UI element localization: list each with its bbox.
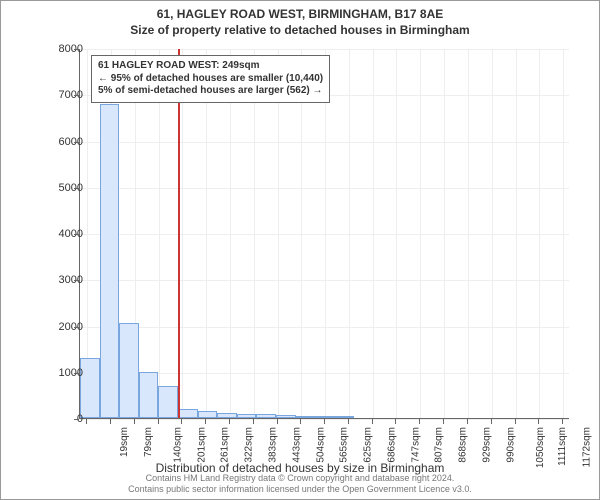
- histogram-bar: [315, 416, 335, 418]
- x-tick-label: 19sqm: [119, 427, 130, 457]
- histogram-bar: [256, 414, 276, 418]
- annotation-line2: ← 95% of detached houses are smaller (10…: [98, 73, 323, 86]
- histogram-bar: [237, 414, 257, 418]
- x-tick-label: 504sqm: [315, 427, 326, 463]
- histogram-bar: [119, 323, 139, 418]
- x-tick-label: 686sqm: [386, 427, 397, 463]
- x-tick-label: 625sqm: [363, 427, 374, 463]
- annotation-box: 61 HAGLEY ROAD WEST: 249sqm ← 95% of det…: [91, 55, 330, 103]
- footer-attribution: Contains HM Land Registry data © Crown c…: [11, 473, 589, 495]
- footer-line2: Contains public sector information licen…: [128, 484, 472, 494]
- x-tick-label: 443sqm: [291, 427, 302, 463]
- annotation-line3: 5% of semi-detached houses are larger (5…: [98, 85, 323, 98]
- x-tick-label: 565sqm: [339, 427, 350, 463]
- histogram-bar: [276, 415, 296, 418]
- x-tick-label: 383sqm: [268, 427, 279, 463]
- x-tick-label: 201sqm: [196, 427, 207, 463]
- x-tick-label: 322sqm: [244, 427, 255, 463]
- histogram-bar: [296, 416, 316, 418]
- histogram-bar: [139, 372, 159, 418]
- histogram-bar: [158, 386, 178, 418]
- histogram-bar: [217, 413, 237, 418]
- histogram-bar: [198, 411, 218, 418]
- x-tick-label: 79sqm: [143, 427, 154, 457]
- histogram-bars: [80, 49, 569, 418]
- x-tick-label: 807sqm: [434, 427, 445, 463]
- histogram-bar: [335, 416, 355, 418]
- chart-title-address: 61, HAGLEY ROAD WEST, BIRMINGHAM, B17 8A…: [1, 7, 599, 21]
- reference-line: [178, 49, 180, 418]
- plot-area: [79, 49, 569, 419]
- x-tick-label: 747sqm: [410, 427, 421, 463]
- x-tick-label: 868sqm: [458, 427, 469, 463]
- chart-title-desc: Size of property relative to detached ho…: [1, 23, 599, 37]
- footer-line1: Contains HM Land Registry data © Crown c…: [146, 473, 455, 483]
- histogram-bar: [178, 409, 198, 418]
- x-tick-label: 990sqm: [506, 427, 517, 463]
- x-tick-label: 140sqm: [172, 427, 183, 463]
- annotation-line1: 61 HAGLEY ROAD WEST: 249sqm: [98, 60, 323, 73]
- x-tick-label: 929sqm: [482, 427, 493, 463]
- x-tick-label: 261sqm: [220, 427, 231, 463]
- histogram-bar: [100, 104, 120, 419]
